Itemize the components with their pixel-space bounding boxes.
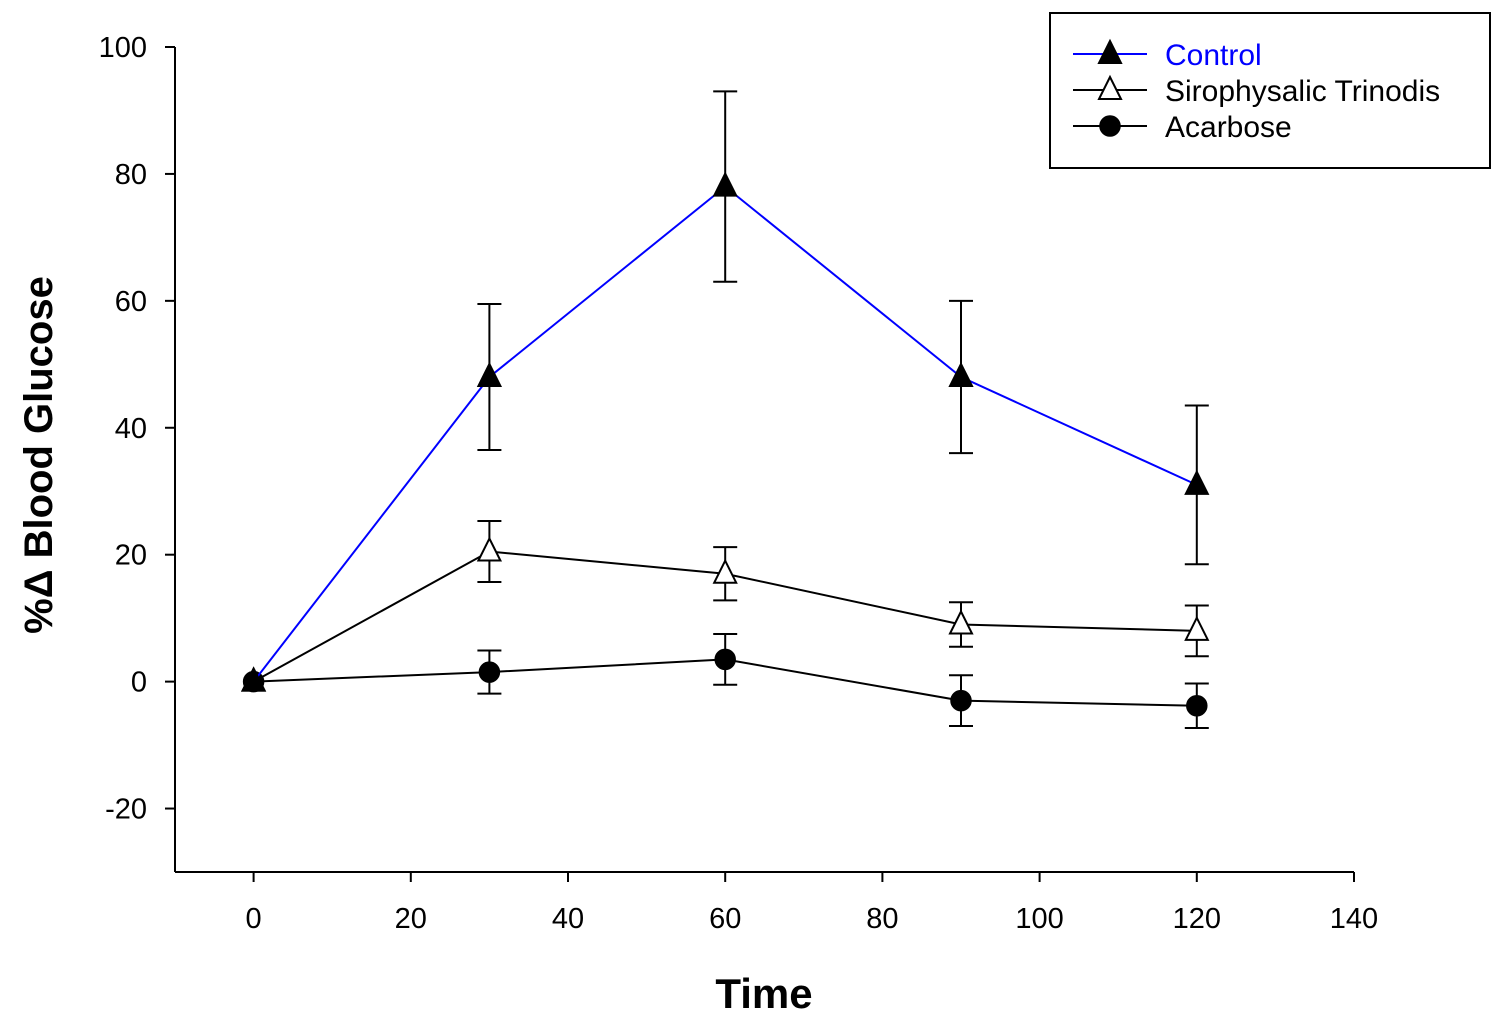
y-tick-label: 80 — [115, 159, 147, 191]
series-2 — [242, 633, 1209, 729]
data-point — [950, 689, 972, 712]
y-tick-label: 40 — [115, 413, 147, 445]
legend-marker — [1097, 74, 1123, 100]
x-tick-label: 100 — [1015, 903, 1063, 935]
data-point — [712, 558, 738, 584]
y-tick-label: 100 — [99, 32, 147, 64]
legend-marker — [1097, 38, 1123, 64]
data-point — [1186, 694, 1208, 717]
x-tick-label: 120 — [1173, 903, 1221, 935]
data-point — [714, 648, 736, 671]
legend-label: Acarbose — [1165, 111, 1292, 144]
y-tick-label: 20 — [115, 540, 147, 572]
data-point — [1184, 469, 1210, 495]
y-tick-label: -20 — [105, 794, 147, 826]
series-0 — [240, 90, 1210, 692]
x-tick-label: 140 — [1330, 903, 1378, 935]
data-point — [948, 609, 974, 635]
x-tick-label: 20 — [395, 903, 427, 935]
data-point — [476, 361, 503, 387]
plot-frame — [174, 47, 1354, 873]
legend-label: Control — [1165, 39, 1262, 72]
x-tick-label: 40 — [552, 903, 584, 935]
x-axis-ticks: 0 20 40 60 80 100 120 140 — [246, 872, 1378, 935]
legend-marker — [1099, 115, 1121, 137]
y-tick-label: 60 — [115, 286, 147, 318]
x-tick-label: 60 — [709, 903, 741, 935]
y-tick-label: 0 — [131, 667, 147, 699]
y-axis-ticks: -20 0 20 40 60 80 100 — [99, 32, 175, 826]
x-tick-label: 0 — [246, 903, 262, 935]
data-point — [948, 361, 974, 387]
x-axis-title: Time — [715, 970, 812, 1017]
data-point — [476, 536, 503, 562]
x-tick-label: 80 — [866, 903, 898, 935]
series-layer — [240, 90, 1210, 729]
data-point — [240, 666, 267, 692]
legend-label: Sirophysalic Trinodis — [1165, 75, 1440, 108]
data-point — [1184, 615, 1210, 641]
data-point — [478, 661, 501, 683]
data-point — [712, 171, 738, 197]
y-axis-title: %Δ Blood Glucose — [17, 276, 61, 634]
